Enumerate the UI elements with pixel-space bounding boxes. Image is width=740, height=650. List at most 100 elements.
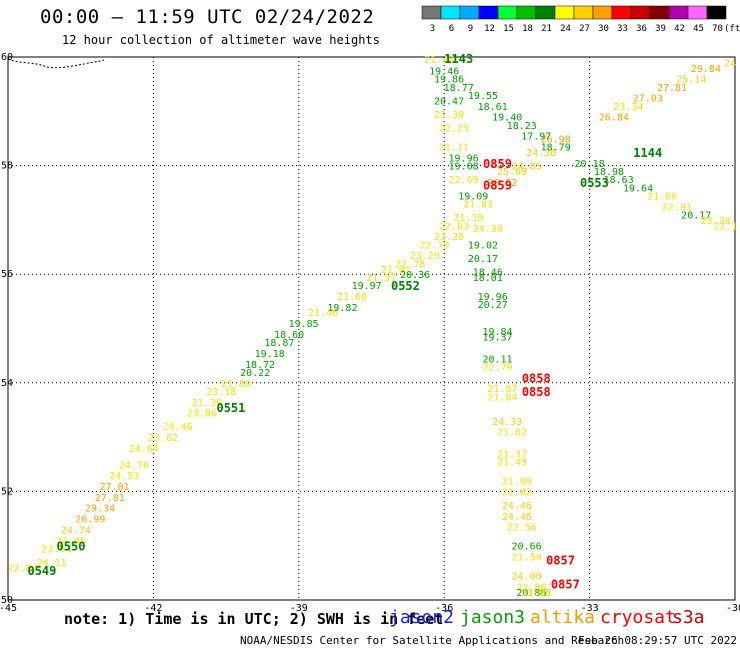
x-tick-label: -33 <box>581 603 599 614</box>
wave-height-point: 21.43 <box>497 458 527 469</box>
wave-height-point: 24 <box>724 58 736 69</box>
wave-height-point: 19.64 <box>623 183 653 194</box>
wave-height-point: 18.77 <box>444 83 474 94</box>
axis-ticks: -45 -42 -39 -36 -33 -30 50 52 54 56 58 60 <box>0 52 740 614</box>
wave-height-point: 24.53 <box>109 471 139 482</box>
wave-height-point: 19.18 <box>255 349 285 360</box>
color-swatch <box>440 5 461 20</box>
wave-height-point: 19.55 <box>468 91 498 102</box>
wave-height-point: 21.02 <box>502 487 532 498</box>
color-swatch <box>687 5 708 20</box>
wave-height-point: 23.86 <box>187 409 217 420</box>
y-tick-label: 54 <box>1 378 13 389</box>
wave-height-point: 24.46 <box>502 501 532 512</box>
wave-height-point: 22.23 <box>439 124 469 135</box>
wave-height-point: 19.85 <box>289 319 319 330</box>
wave-height-point: 20.36 <box>400 270 430 281</box>
scale-label: 45 <box>693 24 704 34</box>
scale-label: 6 <box>449 24 454 34</box>
wave-height-point: 20.66 <box>512 542 542 553</box>
pass-time-label: 0858 <box>522 371 551 385</box>
wave-height-point: 21.60 <box>337 292 367 303</box>
wave-height-point: 22.91 <box>662 202 692 213</box>
scale-label: 39 <box>655 24 666 34</box>
wave-height-point: 27.81 <box>657 83 687 94</box>
footer-timestamp: Feb 26 08:29:57 UTC 2022 <box>578 634 737 647</box>
wave-height-point: 19.96 <box>449 153 479 164</box>
wave-height-point: 19.46 <box>429 67 459 78</box>
scale-label: 30 <box>598 24 609 34</box>
chart-title: 00:00 – 11:59 UTC 02/24/2022 <box>40 6 375 28</box>
wave-height-point: 23.38 <box>701 216 731 227</box>
wave-height-point: 21.66 <box>647 191 677 202</box>
scale-label: 15 <box>503 24 514 34</box>
wave-height-point: 21.11 <box>439 143 469 154</box>
wave-height-point: 26.98 <box>541 134 571 145</box>
scale-label: 21 <box>541 24 552 34</box>
wave-height-point: 19.09 <box>458 191 488 202</box>
color-swatch <box>478 5 499 20</box>
footer-note: note: 1) Time is in UTC; 2) SWH is in fe… <box>64 610 444 628</box>
wave-height-point: 21.36 <box>192 398 222 409</box>
wave-height-point: 23.34 <box>613 102 643 113</box>
y-tick-label: 56 <box>1 269 13 280</box>
wave-height-point: 19.97 <box>352 281 382 292</box>
wave-height-point: 23.89 <box>521 588 551 599</box>
wave-height-point: 19.96 <box>478 292 508 303</box>
wave-height-point: 21.01 <box>381 265 411 276</box>
wave-height-point: 20.27 <box>478 300 508 311</box>
wave-height-point: 24.74 <box>61 525 91 536</box>
wave-height-point: 20.17 <box>681 210 711 221</box>
scale-label: 42 <box>674 24 685 34</box>
wave-height-point: 23.28 <box>434 232 464 243</box>
wave-height-point: 20.18 <box>575 159 605 170</box>
y-tick-label: 50 <box>1 595 13 606</box>
color-swatch <box>668 5 689 20</box>
wave-height-point: 18.98 <box>594 167 624 178</box>
scale-label: 70 <box>712 24 723 34</box>
wave-height-point: 19.08 <box>449 162 479 173</box>
wave-height-point: 18.01 <box>473 273 503 284</box>
wave-height-point: 20.17 <box>468 254 498 265</box>
wave-height-point: 22.79 <box>482 363 512 374</box>
wave-height-point: 21.82 <box>497 428 527 439</box>
color-swatch <box>592 5 613 20</box>
pass-time-label: 0550 <box>57 540 86 554</box>
wave-height-point: 24.46 <box>502 512 532 523</box>
wave-height-point: 17.97 <box>521 132 551 143</box>
legend-altika: altika <box>530 607 596 628</box>
x-tick-label: -30 <box>726 603 740 614</box>
plot-frame <box>7 56 736 601</box>
wave-height-point: 20.11 <box>482 354 512 365</box>
wave-height-point: 21.50 <box>512 553 542 564</box>
pass-time-label: 0857 <box>546 553 575 567</box>
scale-label: 12 <box>484 24 495 34</box>
wave-height-point: 29.84 <box>691 64 721 75</box>
wave-height-point: 19.37 <box>482 333 512 344</box>
scale-label: 3 <box>430 24 435 34</box>
wave-height-point: 24.33 <box>492 417 522 428</box>
pass-time-label: 0552 <box>391 279 420 293</box>
x-tick-label: -42 <box>144 603 162 614</box>
wave-height-point: 21.80 <box>221 379 251 390</box>
wave-height-point: 24.30 <box>473 224 503 235</box>
wave-height-point: 21.09 <box>502 477 532 488</box>
wave-height-point: 22.1 <box>713 221 737 232</box>
wave-height-point: 19.84 <box>482 327 512 338</box>
wave-height-point: 18.72 <box>245 360 275 371</box>
wave-height-point: 24.85 <box>512 162 542 173</box>
wave-height-point: 23.18 <box>206 387 236 398</box>
pass-time-label: 0859 <box>483 157 512 171</box>
pass-time-label: 0551 <box>216 401 245 415</box>
wave-height-point: 19.86 <box>434 75 464 86</box>
pass-time-label: 1143 <box>444 52 473 66</box>
scale-label: 9 <box>468 24 473 34</box>
wave-height-point: 22.78 <box>395 259 425 270</box>
wave-height-point: 21.30 <box>453 213 483 224</box>
wave-height-point: 25.09 <box>497 167 527 178</box>
wave-height-point: 18.46 <box>473 267 503 278</box>
wave-height-point: 24.64 <box>129 444 159 455</box>
color-swatch <box>459 5 480 20</box>
